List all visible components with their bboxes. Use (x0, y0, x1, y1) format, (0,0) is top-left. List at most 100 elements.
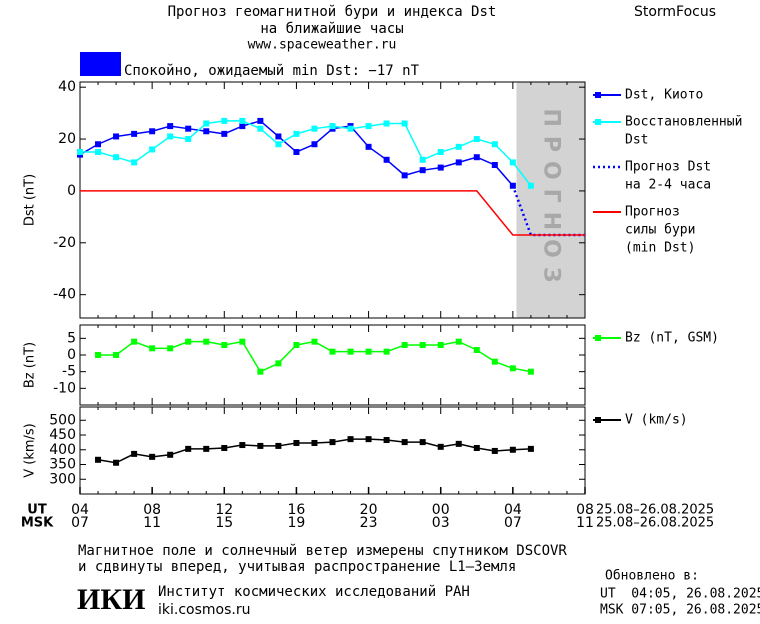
series-marker (95, 456, 102, 463)
y-tick-label: 450 (49, 427, 76, 443)
series-marker (203, 120, 210, 127)
series-marker (275, 442, 282, 449)
series-marker (131, 338, 138, 345)
series-marker (149, 453, 156, 460)
forecast-zone (516, 82, 585, 318)
legend-marker (595, 335, 601, 341)
series-marker (275, 141, 282, 148)
series-marker (311, 439, 318, 446)
series-marker (113, 352, 120, 358)
legend-marker (595, 417, 601, 423)
y-tick-label: 40 (58, 79, 76, 95)
series-marker (239, 442, 246, 449)
x-row-label: UT (27, 503, 47, 518)
brand: StormFocus (634, 4, 716, 20)
legend-label: силы бури (625, 223, 695, 238)
x-tick-label: 04 (504, 502, 522, 518)
x2-tick-label: 07 (71, 515, 89, 531)
legend-label: V (km/s) (625, 413, 688, 428)
plot-frame (79, 324, 586, 406)
series-marker (383, 437, 390, 444)
y-tick-label: -40 (53, 287, 76, 303)
series-marker (527, 368, 534, 375)
y-tick-label: 500 (49, 412, 76, 428)
series-marker (419, 342, 426, 348)
series-marker (455, 159, 462, 166)
logo: ИКИ (77, 583, 145, 616)
series-marker (527, 445, 534, 452)
series-marker (437, 443, 444, 450)
series-marker (131, 159, 138, 166)
updated-title: Обновлено в: (605, 569, 699, 584)
series-marker (77, 149, 83, 156)
series-marker (95, 141, 102, 148)
series-marker (113, 459, 120, 466)
series-marker (167, 345, 174, 352)
x-row-label: MSK (21, 516, 54, 531)
series-marker (491, 447, 498, 454)
series-marker (437, 342, 444, 348)
x-tick-label: 08 (576, 502, 594, 518)
updated: MSK 07:05, 26.08.2025 (600, 603, 760, 618)
y-tick-label: 20 (58, 131, 76, 147)
x-tick-label: 08 (143, 502, 161, 518)
status-box (80, 52, 121, 76)
series-marker (365, 436, 372, 443)
series-marker (221, 130, 228, 137)
series-marker (149, 128, 156, 135)
series-marker (473, 154, 480, 161)
y-tick-label: -5 (62, 364, 76, 380)
series-marker (329, 348, 336, 355)
legend-label: на 2-4 часа (625, 178, 711, 193)
institute: Институт космических исследований РАН (158, 584, 470, 600)
x2-tick-label: 03 (432, 515, 450, 531)
series-marker (401, 172, 408, 179)
legend-label: Прогноз (625, 205, 680, 220)
legend-marker (595, 119, 601, 125)
forecast-label: ПРОГНОЗ (539, 108, 564, 291)
y-axis-label: Bz (nT) (23, 342, 38, 388)
title: Прогноз геомагнитной бури и индекса Dst (168, 4, 497, 20)
series-marker (131, 130, 138, 137)
series-marker (437, 149, 444, 156)
series-marker (167, 451, 174, 458)
plot-frame (79, 81, 586, 319)
series-marker (509, 446, 516, 453)
x-tick-label: 00 (432, 502, 450, 518)
series-marker (185, 338, 192, 345)
series-marker (455, 440, 462, 447)
series-marker (113, 154, 120, 161)
series-marker (257, 125, 264, 132)
note: и сдвинуты вперед, учитывая распростране… (78, 559, 516, 575)
y-tick-label: -10 (53, 380, 76, 396)
series-marker (347, 436, 354, 443)
series-marker (275, 360, 282, 367)
series-marker (203, 128, 210, 135)
series-marker (509, 159, 516, 166)
series-marker (95, 352, 102, 358)
series-marker (311, 125, 318, 132)
series-marker (455, 338, 462, 345)
series-line (98, 340, 532, 373)
series-marker (239, 338, 246, 345)
series-marker (257, 368, 264, 375)
series-marker (293, 342, 300, 348)
updated: UT 04:05, 26.08.2025 (600, 587, 760, 602)
status: Спокойно, ожидаемый min Dst: −17 nT (124, 63, 420, 79)
series-marker (293, 149, 300, 156)
series-marker (491, 141, 498, 148)
series-marker (167, 133, 174, 140)
series-marker (473, 347, 480, 353)
series-line (80, 190, 585, 236)
x-tick-label: 16 (288, 502, 306, 518)
legend-label: (min Dst) (625, 241, 695, 256)
legend-label: Прогноз Dst (625, 160, 711, 175)
site: www.spaceweather.ru (248, 38, 397, 53)
x2-tick-label: 11 (143, 515, 161, 531)
x-tick-label: 20 (360, 502, 378, 518)
y-tick-label: 0 (67, 347, 76, 363)
x2-tick-label: 11 (576, 515, 594, 531)
note: Магнитное поле и солнечный ветер измерен… (78, 543, 567, 559)
series-marker (149, 146, 156, 153)
series-marker (239, 123, 246, 130)
